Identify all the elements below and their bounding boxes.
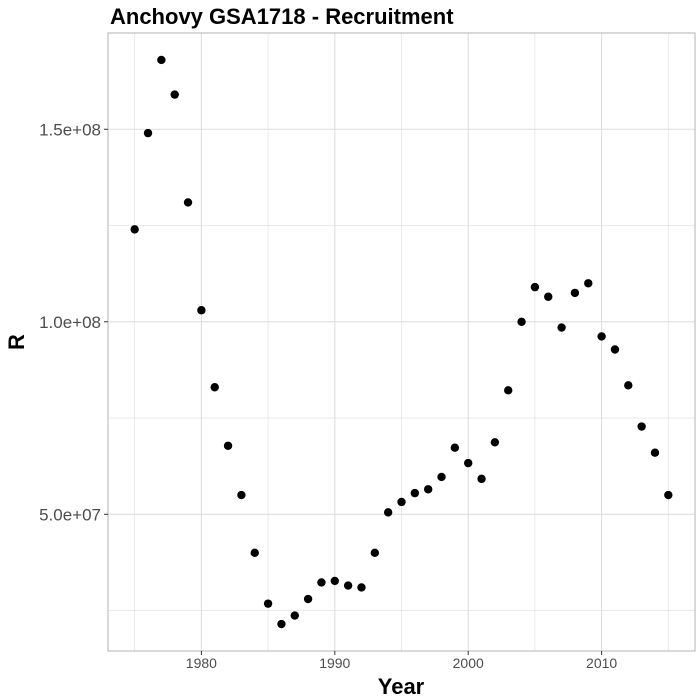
- data-point: [343, 581, 353, 590]
- data-point: [584, 279, 593, 288]
- x-tick-label: 1990: [319, 655, 350, 671]
- data-point: [637, 422, 646, 431]
- data-point: [263, 599, 273, 608]
- data-point: [610, 345, 620, 354]
- data-point: [597, 332, 606, 341]
- data-point: [410, 488, 420, 498]
- data-point: [317, 578, 326, 587]
- axis-ticks: 1980 1990 2000 2010 5.0e+07 1.0e+08 1.5e+08: [39, 120, 617, 671]
- data-point: [157, 55, 166, 65]
- data-point: [397, 497, 406, 507]
- data-point: [277, 619, 286, 629]
- data-point: [650, 448, 660, 457]
- data-point: [197, 306, 206, 315]
- data-point: [450, 443, 460, 452]
- data-point: [370, 548, 380, 558]
- data-point: [357, 583, 366, 592]
- data-point: [183, 198, 193, 207]
- data-point: [383, 508, 393, 517]
- data-point: [530, 282, 540, 292]
- data-point: [624, 381, 633, 390]
- data-point: [143, 128, 153, 138]
- data-point: [437, 472, 446, 482]
- chart-title: Anchovy GSA1718 - Recruitment: [110, 4, 454, 29]
- x-tick-label: 2000: [453, 655, 484, 671]
- data-point: [237, 490, 246, 500]
- data-point: [250, 548, 259, 558]
- y-tick-label: 5.0e+07: [39, 505, 101, 524]
- y-tick-label: 1.5e+08: [39, 120, 101, 139]
- data-point: [504, 386, 513, 395]
- data-point: [557, 323, 566, 332]
- data-point: [664, 490, 673, 500]
- data-point: [303, 594, 313, 604]
- data-point: [330, 576, 339, 586]
- data-point: [570, 288, 580, 298]
- panel-border: [107, 32, 696, 652]
- y-tick-label: 1.0e+08: [39, 313, 101, 332]
- data-point: [210, 383, 219, 392]
- data-point: [464, 458, 473, 468]
- data-point: [423, 485, 433, 494]
- data-point: [490, 438, 500, 447]
- data-point: [544, 292, 553, 301]
- x-tick-label: 2010: [586, 655, 617, 671]
- data-point: [170, 90, 179, 99]
- y-axis-title: R: [4, 334, 29, 350]
- x-tick-label: 1980: [186, 655, 217, 671]
- data-point: [517, 317, 526, 326]
- x-axis-title: Year: [378, 674, 425, 699]
- data-point: [290, 611, 299, 620]
- gridlines: [108, 33, 695, 651]
- data-point: [130, 225, 139, 234]
- data-point: [223, 441, 233, 450]
- data-points: [130, 55, 673, 629]
- data-point: [477, 474, 486, 484]
